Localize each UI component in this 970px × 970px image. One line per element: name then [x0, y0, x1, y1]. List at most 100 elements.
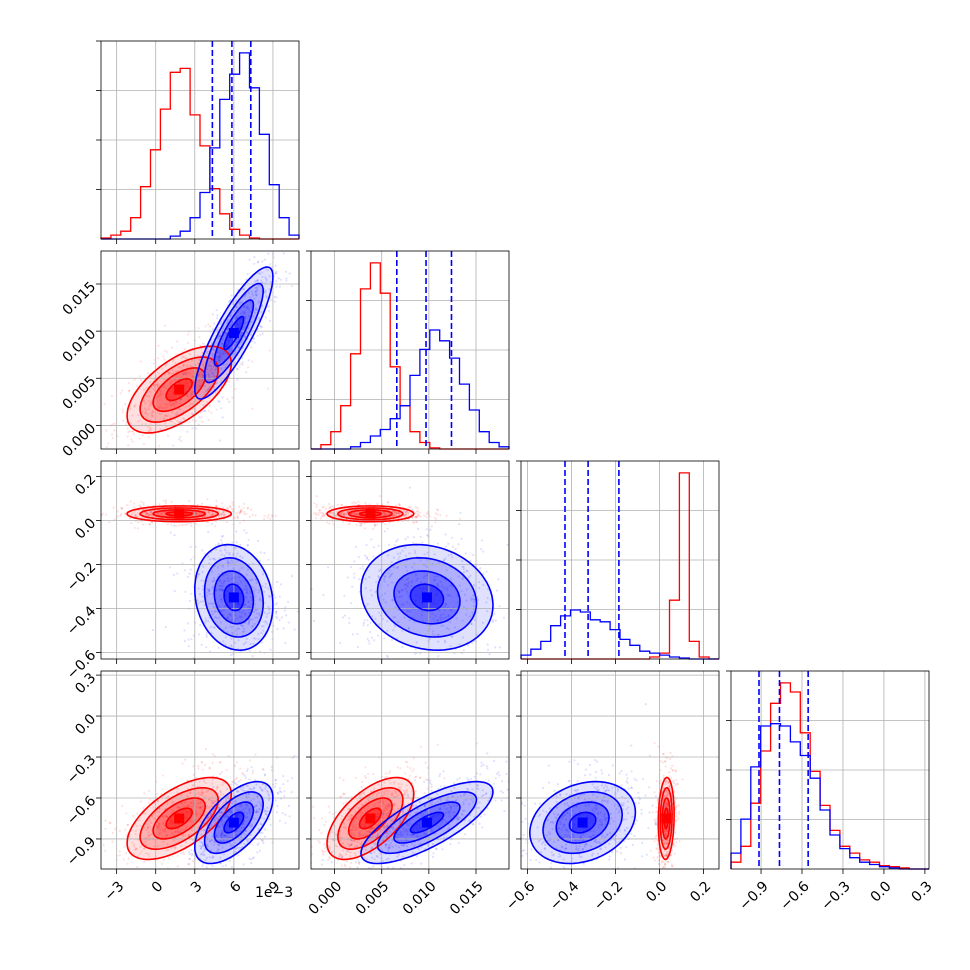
scatter-point	[121, 805, 124, 808]
scatter-point	[261, 275, 264, 278]
scatter-point	[315, 512, 318, 515]
scatter-point	[191, 359, 194, 362]
scatter-point	[492, 619, 495, 622]
scatter-point	[147, 425, 150, 428]
scatter-point	[435, 593, 438, 597]
scatter-point	[239, 335, 242, 338]
scatter-point	[426, 510, 429, 513]
scatter-point	[218, 400, 221, 403]
scatter-point	[171, 391, 174, 394]
scatter-point	[245, 573, 248, 576]
scatter-point	[185, 370, 188, 373]
scatter-point	[219, 513, 222, 517]
scatter-point	[480, 548, 483, 551]
scatter-point	[174, 370, 177, 373]
scatter-point	[143, 407, 146, 410]
scatter-point	[330, 506, 333, 509]
scatter-point	[225, 593, 228, 597]
scatter-point	[319, 875, 321, 877]
scatter-point	[135, 515, 138, 518]
scatter-point	[156, 383, 159, 387]
scatter-point	[284, 270, 288, 273]
scatter-point	[238, 511, 241, 514]
scatter-point	[275, 280, 278, 283]
scatter-point	[485, 570, 488, 573]
scatter-point	[192, 839, 195, 842]
scatter-point	[386, 654, 389, 657]
scatter-point	[339, 513, 342, 516]
scatter-point	[221, 338, 224, 341]
scatter-point	[467, 576, 470, 579]
scatter-point	[191, 402, 194, 405]
scatter-point	[510, 625, 512, 627]
scatter-point	[221, 396, 224, 399]
scatter-point	[244, 321, 247, 324]
scatter-point	[172, 402, 175, 405]
scatter-point	[245, 637, 248, 641]
scatter-point	[194, 512, 197, 515]
scatter-point	[437, 509, 440, 512]
scatter-point	[206, 594, 209, 598]
scatter-point	[329, 512, 332, 515]
scatter-point	[365, 666, 367, 668]
scatter-point	[196, 875, 198, 877]
scatter-point	[412, 768, 415, 771]
scatter-point	[221, 590, 224, 593]
scatter-point	[168, 450, 170, 452]
scatter-point	[407, 777, 410, 781]
scatter-point	[221, 609, 224, 612]
scatter-point	[244, 595, 247, 598]
scatter-point	[278, 243, 280, 245]
scatter-point	[248, 778, 251, 781]
scatter-point	[212, 353, 215, 356]
scatter-point	[195, 522, 198, 526]
scatter-point	[141, 523, 145, 526]
scatter-point	[201, 364, 205, 367]
scatter-point	[318, 770, 320, 772]
scatter-point	[377, 576, 380, 579]
scatter-point	[344, 863, 347, 866]
scatter-point	[184, 758, 187, 761]
scatter-point	[506, 543, 509, 546]
scatter-point	[498, 774, 501, 777]
scatter-point	[235, 368, 239, 371]
scatter-point	[242, 643, 245, 646]
scatter-point	[157, 344, 160, 347]
scatter-point	[228, 551, 231, 555]
scatter-point	[211, 328, 215, 331]
scatter-point	[260, 279, 263, 282]
scatter-point	[173, 379, 177, 382]
scatter-point	[434, 521, 437, 524]
scatter-point	[442, 558, 445, 562]
scatter-point	[454, 547, 457, 551]
scatter-point	[247, 600, 250, 603]
scatter-point	[263, 835, 267, 838]
scatter-point	[457, 841, 460, 845]
scatter-point	[245, 331, 249, 335]
scatter-point	[211, 372, 214, 375]
scatter-point	[219, 354, 222, 357]
scatter-point	[462, 649, 465, 652]
scatter-point	[255, 294, 258, 297]
scatter-point	[222, 580, 225, 583]
scatter-point	[245, 587, 248, 590]
scatter-point	[164, 501, 168, 504]
scatter-point	[321, 849, 324, 852]
scatter-point	[210, 341, 213, 344]
scatter-point	[248, 608, 251, 611]
scatter-point	[187, 851, 190, 854]
scatter-point	[348, 887, 350, 889]
scatter-point	[126, 427, 129, 430]
scatter-point	[397, 503, 401, 506]
scatter-point	[248, 611, 251, 614]
scatter-point	[242, 326, 245, 329]
scatter-point	[413, 652, 417, 655]
scatter-point	[184, 380, 187, 384]
scatter-point	[203, 409, 206, 412]
scatter-point	[215, 548, 218, 551]
scatter-point	[124, 852, 128, 855]
scatter-point	[149, 403, 152, 406]
scatter-point	[414, 648, 417, 651]
scatter-point	[257, 260, 260, 263]
scatter-point	[266, 613, 269, 616]
